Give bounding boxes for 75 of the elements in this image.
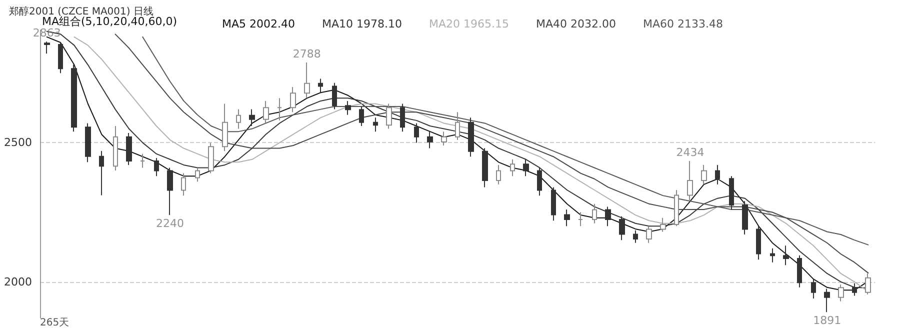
candlestick [427, 131, 433, 149]
candlestick [674, 190, 679, 227]
candlestick [496, 164, 501, 185]
y-tick-label: 2500 [4, 136, 32, 150]
candlestick [441, 131, 447, 146]
candlestick [619, 216, 625, 241]
candlestick [113, 126, 118, 172]
annotation: 2434 [676, 146, 704, 160]
candlestick [195, 167, 200, 182]
candlestick [824, 288, 830, 313]
candlestick [208, 142, 214, 174]
candlestick [865, 272, 871, 295]
candlestick [263, 100, 269, 124]
candlestick [578, 212, 583, 227]
candlestick [126, 132, 132, 166]
candlestick [290, 86, 296, 113]
candlestick [510, 158, 515, 177]
candlestick [345, 100, 351, 116]
candlestick [181, 172, 186, 196]
candlestick [523, 158, 529, 177]
line-series [142, 36, 869, 246]
candlestick [386, 103, 392, 130]
candlestick [537, 167, 542, 196]
candlestick [222, 103, 228, 152]
candlestick [564, 208, 570, 227]
candlestick [236, 108, 241, 130]
candlestick [373, 117, 378, 132]
candlestick [154, 158, 159, 177]
candlestick [277, 98, 282, 121]
candlestick [633, 230, 638, 244]
candlestick [44, 41, 50, 54]
candlestick [304, 62, 310, 99]
candlestick [687, 160, 693, 202]
candlestick [85, 122, 91, 163]
candlestick [249, 108, 255, 126]
y-tick-label: 2000 [4, 275, 32, 288]
annotation: 2240 [156, 217, 184, 230]
candlestick [482, 148, 488, 188]
candlestick [332, 82, 337, 110]
text: MA5 2002.40 [222, 18, 295, 30]
candlestick [167, 167, 173, 216]
annotation: 1891 [813, 314, 842, 328]
candlestick [359, 106, 364, 126]
candlestick [797, 254, 802, 288]
candlestick [838, 284, 844, 302]
text: MA40 2032.00 [536, 18, 616, 30]
text: MA组合(5,10,20,40,60,0) [42, 15, 178, 28]
candlestick [414, 122, 419, 144]
candlestick [71, 64, 77, 132]
text: MA20 1965.15 [428, 18, 509, 30]
candlestick [660, 217, 666, 232]
candlestick [715, 164, 720, 185]
candlestick [783, 245, 789, 266]
candlestick [701, 164, 707, 185]
candlestick [729, 176, 734, 210]
candlestick [58, 42, 63, 74]
candlestick [605, 206, 611, 227]
candlestick [140, 153, 145, 168]
candlestick [742, 200, 748, 236]
candlestick [400, 103, 405, 132]
text: MA60 2133.48 [642, 18, 723, 30]
candlestick [592, 203, 597, 224]
candlestick [756, 226, 761, 260]
candlestick [318, 78, 323, 94]
candlestick [811, 278, 816, 300]
candlestick [646, 226, 652, 244]
text: MA10 1978.10 [322, 18, 402, 30]
candlestick [455, 112, 460, 140]
annotation: 265天 [40, 318, 70, 328]
candlestick [99, 150, 104, 196]
chart-title: 郑醇2001 (CZCE MA001) 日线 [9, 6, 154, 18]
candlestick [551, 186, 556, 222]
annotation: 2788 [292, 48, 321, 61]
candlestick [468, 117, 474, 158]
candlestick [770, 248, 775, 263]
